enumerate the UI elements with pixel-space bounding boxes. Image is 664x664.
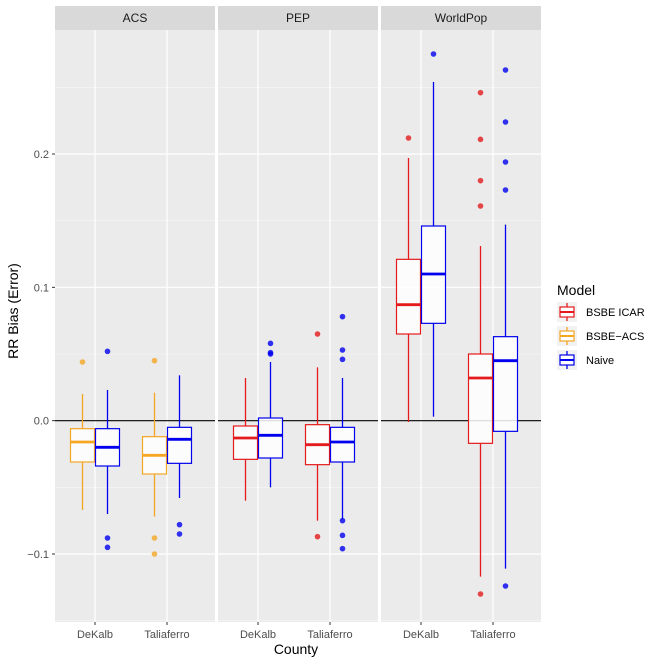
x-tick-label: DeKalb: [77, 629, 113, 641]
outlier-point: [405, 135, 412, 141]
legend-label: BSBE−ACS: [586, 331, 644, 343]
outlier-point: [151, 535, 158, 541]
legend-title: Model: [557, 282, 595, 298]
facet-strip: [381, 6, 541, 30]
outlier-point: [339, 545, 346, 552]
box-body: [69, 428, 96, 463]
legend-entry-bsbe-icar: BSBE ICAR: [557, 302, 645, 322]
legend-entry-naive: Naive: [557, 350, 614, 370]
outlier-point: [339, 356, 346, 363]
facet-strip-label: PEP: [286, 11, 310, 25]
outlier-point: [176, 531, 183, 537]
outlier-point: [502, 119, 509, 125]
outlier-point: [104, 544, 111, 551]
y-tick-label: 0.1: [34, 282, 49, 294]
box-taliaferro-bsbe-icar: [467, 89, 494, 597]
outlier-point: [502, 67, 509, 73]
box-body: [232, 425, 259, 460]
box-dekalb-bsbe-acs: [69, 359, 96, 510]
legend-label: BSBE ICAR: [586, 307, 645, 319]
facet-panel-pep: PEP: [218, 6, 378, 622]
outlier-point: [339, 532, 346, 539]
facet-panel-worldpop: WorldPop: [381, 6, 541, 622]
legend-entry-bsbe-acs: BSBE−ACS: [557, 326, 644, 346]
outlier-point: [502, 583, 509, 589]
box-taliaferro-naive: [166, 375, 193, 537]
box-body: [329, 426, 356, 463]
outlier-point: [314, 331, 321, 337]
box-body: [467, 353, 494, 444]
outlier-point: [502, 187, 509, 193]
x-axis-title: County: [274, 641, 318, 657]
outlier-point: [477, 89, 484, 96]
panel-background: [55, 30, 215, 622]
y-tick-label: 0.2: [34, 149, 49, 161]
box-dekalb-naive: [94, 348, 121, 551]
outlier-point: [104, 348, 111, 355]
facet-panels: ACS PEP WorldPop: [55, 6, 541, 622]
x-tick-label: DeKalb: [403, 629, 439, 641]
facet-strip: [218, 6, 378, 30]
box-body: [492, 336, 519, 432]
outlier-point: [104, 535, 111, 541]
panel-background: [218, 30, 378, 622]
outlier-point: [151, 551, 158, 557]
facet-strip-label: ACS: [123, 11, 148, 25]
outlier-point: [267, 349, 274, 356]
facet-strip: [55, 6, 215, 30]
box-body: [395, 258, 422, 335]
x-tick-label: Taliaferro: [470, 629, 515, 641]
box-taliaferro-naive: [492, 67, 519, 589]
facet-strip-label: WorldPop: [435, 11, 488, 25]
legend-label: Naive: [586, 355, 614, 367]
outlier-point: [477, 177, 484, 184]
outlier-point: [339, 347, 346, 353]
box-dekalb-bsbe-icar: [232, 378, 259, 501]
box-body: [257, 417, 284, 459]
outlier-point: [339, 313, 346, 320]
box-dekalb-bsbe-icar: [395, 135, 422, 422]
box-taliaferro-bsbe-icar: [304, 331, 331, 540]
box-taliaferro-bsbe-acs: [141, 357, 168, 557]
box-dekalb-naive: [257, 340, 284, 488]
box-body: [166, 426, 193, 464]
outlier-point: [79, 359, 86, 365]
box-taliaferro-naive: [329, 313, 356, 552]
outlier-point: [502, 159, 509, 165]
x-tick-label: Taliaferro: [144, 629, 189, 641]
outlier-point: [477, 136, 484, 143]
y-tick-label: −0.1: [27, 549, 49, 561]
outlier-point: [151, 357, 158, 364]
outlier-point: [477, 591, 484, 597]
y-tick-label: 0.0: [34, 416, 49, 428]
box-dekalb-naive: [420, 51, 447, 417]
outlier-point: [339, 517, 346, 524]
y-axis-title: RR Bias (Error): [5, 263, 21, 359]
x-axis: DeKalb Taliaferro DeKalb Taliaferro DeKalb Ta…: [77, 622, 516, 641]
facet-panel-acs: ACS: [55, 6, 215, 622]
outlier-point: [477, 203, 484, 209]
outlier-point: [430, 51, 437, 57]
x-tick-label: DeKalb: [240, 629, 276, 641]
outlier-point: [267, 340, 274, 347]
legend: Model BSBE ICAR BSBE−ACS Naive: [557, 282, 645, 370]
y-axis: −0.1 0.0 0.1 0.2: [27, 149, 55, 561]
x-tick-label: Taliaferro: [307, 629, 352, 641]
outlier-point: [314, 533, 321, 540]
outlier-point: [176, 521, 183, 528]
